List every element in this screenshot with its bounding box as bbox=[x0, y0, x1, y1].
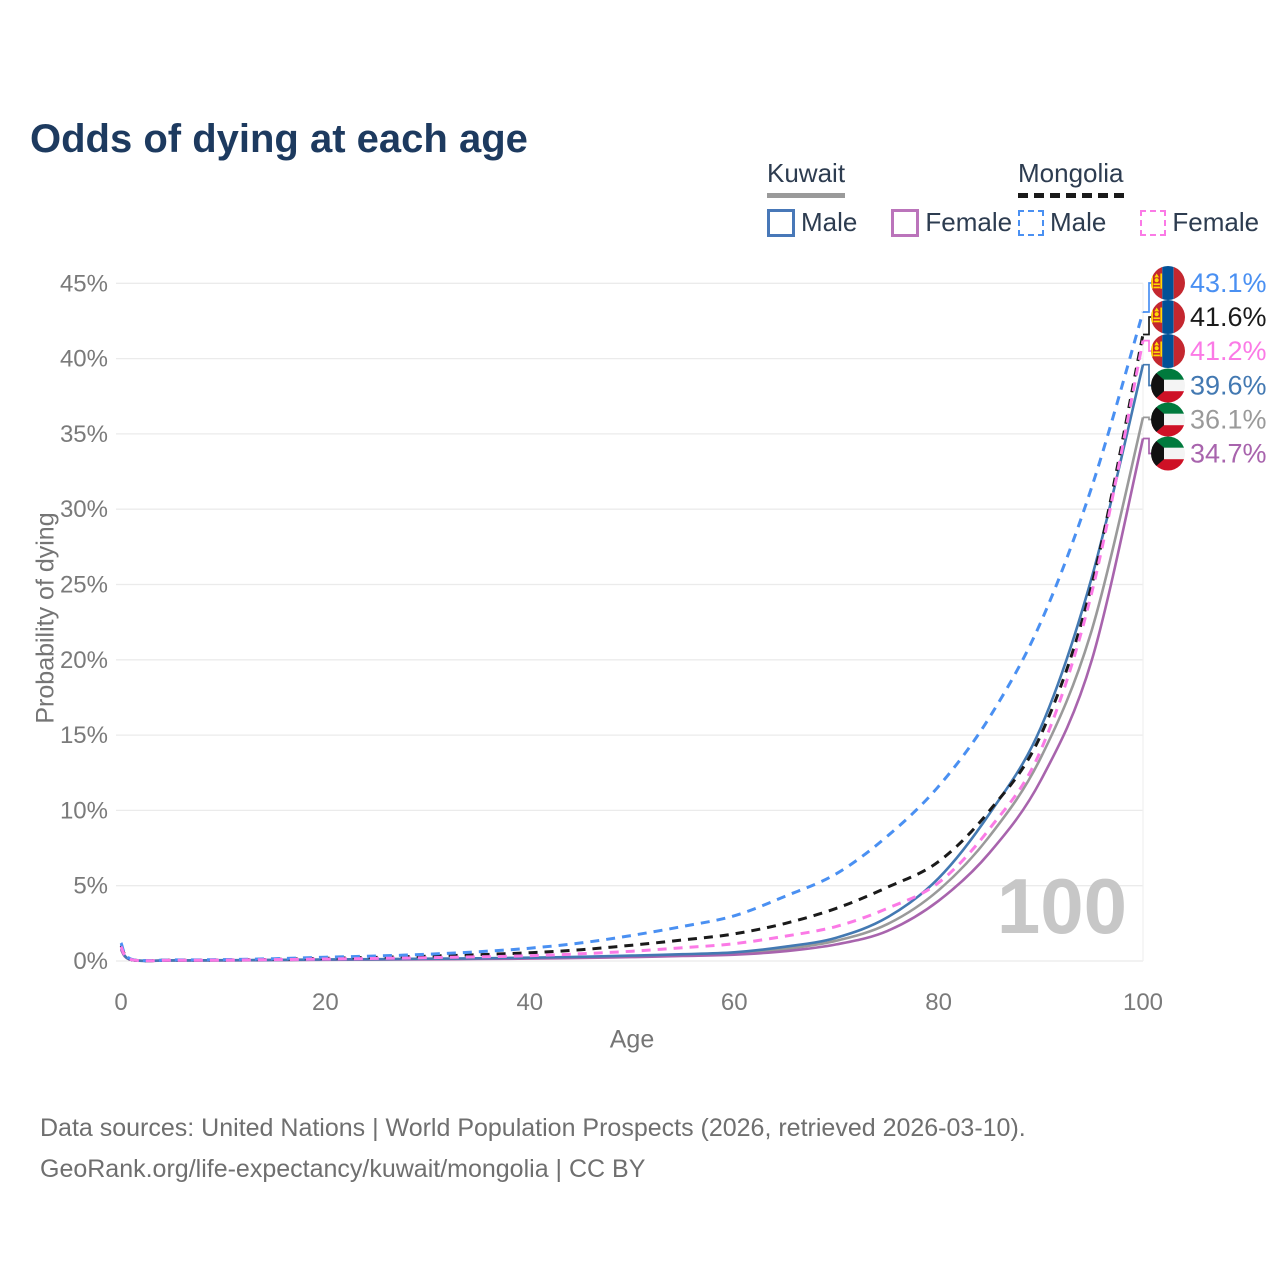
end-value-label-mongolia-male: 43.1% bbox=[1190, 268, 1267, 298]
mongolia-flag-icon bbox=[1151, 334, 1185, 368]
x-tick-label: 20 bbox=[312, 989, 339, 1016]
y-tick-label: 20% bbox=[60, 647, 108, 674]
legend-label-kuwait-female[interactable]: Female bbox=[925, 207, 1013, 237]
leader-line-kuwait-female bbox=[1143, 437, 1152, 455]
x-tick-label: 80 bbox=[925, 989, 952, 1016]
kuwait-flag-icon bbox=[1151, 436, 1185, 471]
kuwait-flag-icon bbox=[1151, 368, 1185, 403]
y-tick-label: 0% bbox=[73, 948, 108, 975]
legend-swatch-mongolia-male[interactable] bbox=[1018, 209, 1044, 236]
x-tick-label: 0 bbox=[114, 989, 127, 1016]
legend-group-mongolia: Mongolia Male Female bbox=[1018, 158, 1259, 238]
legend-swatch-kuwait-female[interactable] bbox=[891, 208, 920, 237]
leader-line-mongolia-female bbox=[1143, 339, 1152, 352]
end-value-label-kuwait-female: 34.7% bbox=[1190, 439, 1267, 469]
legend-swatch-mongolia-female[interactable] bbox=[1140, 209, 1167, 236]
kuwait-flag-icon bbox=[1151, 402, 1185, 437]
y-tick-label: 30% bbox=[60, 496, 108, 523]
y-axis-title: Probability of dying bbox=[31, 512, 60, 724]
x-tick-label: 60 bbox=[721, 989, 748, 1016]
legend-label-kuwait-male[interactable]: Male bbox=[801, 207, 858, 237]
end-value-label-mongolia-total: 41.6% bbox=[1190, 302, 1267, 332]
legend-group-kuwait: Kuwait Male Female bbox=[767, 158, 1012, 238]
series-line-kuwait-female[interactable] bbox=[119, 438, 1145, 963]
series-line-mongolia-male[interactable] bbox=[119, 311, 1145, 963]
footer: Data sources: United Nations | World Pop… bbox=[40, 1108, 1026, 1190]
y-tick-label: 10% bbox=[60, 797, 108, 824]
series-line-mongolia-total[interactable] bbox=[119, 334, 1145, 963]
x-tick-label: 100 bbox=[1123, 989, 1163, 1016]
end-value-label-mongolia-female: 41.2% bbox=[1190, 336, 1267, 366]
legend-label-mongolia-female[interactable]: Female bbox=[1172, 207, 1260, 237]
age-counter-watermark: 100 bbox=[996, 862, 1127, 950]
y-tick-label: 5% bbox=[73, 873, 108, 900]
footer-data-sources: Data sources: United Nations | World Pop… bbox=[40, 1114, 1026, 1142]
legend-country-kuwait[interactable]: Kuwait bbox=[767, 158, 846, 198]
footer-attribution: GeoRank.org/life-expectancy/kuwait/mongo… bbox=[40, 1155, 646, 1183]
leader-line-mongolia-total bbox=[1143, 316, 1152, 336]
end-value-label-kuwait-male: 39.6% bbox=[1190, 371, 1267, 401]
y-tick-label: 45% bbox=[60, 270, 108, 297]
x-axis-title: Age bbox=[609, 1025, 655, 1054]
y-tick-label: 35% bbox=[60, 421, 108, 448]
mongolia-flag-icon bbox=[1151, 300, 1185, 334]
leader-line-mongolia-male bbox=[1143, 282, 1152, 313]
mongolia-flag-icon bbox=[1151, 266, 1185, 300]
series-line-kuwait-total[interactable] bbox=[119, 417, 1145, 963]
y-tick-label: 40% bbox=[60, 346, 108, 373]
series-line-kuwait-male[interactable] bbox=[119, 364, 1145, 963]
legend-country-mongolia[interactable]: Mongolia bbox=[1018, 158, 1124, 198]
series-line-mongolia-female[interactable] bbox=[119, 340, 1145, 963]
legend-swatch-kuwait-male[interactable] bbox=[767, 208, 795, 237]
x-tick-label: 40 bbox=[516, 989, 543, 1016]
end-value-label-kuwait-total: 36.1% bbox=[1190, 405, 1267, 435]
leader-line-kuwait-total bbox=[1143, 416, 1152, 421]
y-tick-label: 25% bbox=[60, 572, 108, 599]
leader-line-kuwait-male bbox=[1143, 363, 1152, 387]
page-title: Odds of dying at each age bbox=[30, 116, 528, 161]
legend-label-mongolia-male[interactable]: Male bbox=[1050, 207, 1107, 237]
y-tick-label: 15% bbox=[60, 722, 108, 749]
